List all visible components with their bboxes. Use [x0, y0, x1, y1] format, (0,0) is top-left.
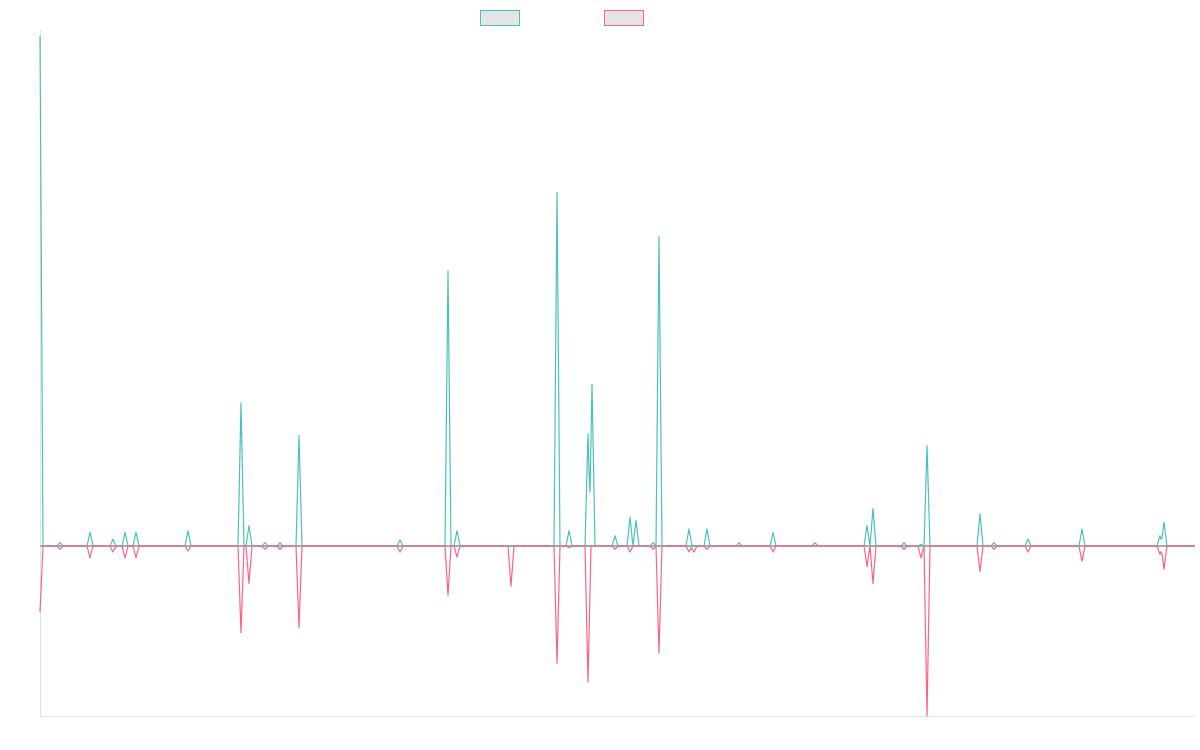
series-1-point-15 [556, 191, 558, 193]
series-2-point-12 [399, 551, 401, 553]
series-1-point-5 [135, 531, 137, 533]
legend-swatch-series-2[interactable] [604, 10, 644, 26]
series-1-point-35 [993, 542, 995, 544]
series-2-point-3 [112, 551, 114, 553]
series-2-point-11 [298, 627, 300, 629]
series-2-point-28 [872, 582, 874, 584]
series-2-point-21 [652, 548, 654, 550]
series-1-point-19 [614, 535, 616, 537]
series-2-point-2 [89, 557, 91, 559]
series-1-point-1 [59, 542, 61, 544]
series-2-point-33 [993, 548, 995, 550]
series-2-point-27 [866, 565, 868, 567]
series-2-point-8 [248, 582, 250, 584]
series-1-point-6 [187, 530, 189, 532]
series-1-point-20 [629, 516, 631, 518]
series-2-point-15 [510, 585, 512, 587]
series-1-point-13 [447, 270, 449, 272]
series-1-point-21 [635, 520, 637, 522]
series-2-point-7 [240, 632, 242, 634]
series-2-point-26 [772, 551, 774, 553]
series-1-point-31 [903, 542, 905, 544]
series-1-point-18 [591, 384, 593, 386]
series-2-point-16 [556, 662, 558, 664]
series-1-point-29 [866, 525, 868, 527]
series-2-point-18 [587, 681, 589, 683]
series-1-point-4 [124, 531, 126, 533]
series-1-point-9 [264, 542, 266, 544]
series-1-point-14 [456, 530, 458, 532]
series-1-line [39, 35, 1195, 547]
series-1-point-36 [1027, 538, 1029, 540]
series-2-point-23 [688, 551, 690, 553]
series-1-point-32 [920, 543, 922, 545]
series-2-point-32 [979, 571, 981, 573]
series-2-point-22 [658, 652, 660, 654]
series-2-point-6 [187, 550, 189, 552]
series-1-point-0 [39, 35, 41, 37]
series-1-point-11 [298, 435, 300, 437]
series-2-point-31 [926, 715, 928, 717]
series-1-point-30 [872, 508, 874, 510]
legend-swatch-series-1[interactable] [480, 10, 520, 26]
series-1-point-22 [652, 542, 654, 544]
series-2-point-35 [1081, 560, 1083, 562]
series-1-point-16 [568, 530, 570, 532]
series-2-point-36 [1159, 554, 1161, 556]
series-1-point-39 [1163, 521, 1165, 523]
series-1-point-25 [706, 528, 708, 530]
series-1-point-8 [248, 525, 250, 527]
series-2-point-0 [39, 611, 41, 613]
series-1-point-17 [587, 433, 589, 435]
series-1-point-7 [240, 402, 242, 404]
series-2-point-29 [903, 548, 905, 550]
series-1-point-2 [89, 531, 91, 533]
series-2-point-30 [920, 557, 922, 559]
series-1-point-12 [399, 539, 401, 541]
series-1-point-24 [688, 528, 690, 530]
series-2-point-19 [614, 548, 616, 550]
series-1-point-3 [112, 538, 114, 540]
series-1-point-34 [979, 513, 981, 515]
series-1-point-28 [814, 542, 816, 544]
series-2-point-24 [693, 551, 695, 553]
series-2-point-10 [279, 548, 281, 550]
series-1-point-10 [279, 542, 281, 544]
series-2-point-20 [629, 551, 631, 553]
series-1-point-27 [772, 531, 774, 533]
series-2-point-1 [59, 548, 61, 550]
series-2-point-37 [1163, 568, 1165, 570]
series-2-point-9 [264, 548, 266, 550]
series-1-point-37 [1081, 528, 1083, 530]
series-2-point-13 [447, 594, 449, 596]
series-2-point-5 [135, 557, 137, 559]
series-2-point-34 [1027, 551, 1029, 553]
series-1-point-26 [738, 542, 740, 544]
series-1-point-38 [1159, 535, 1161, 537]
series-2-point-14 [456, 556, 458, 558]
series-1-point-33 [926, 445, 928, 447]
series-1-point-23 [658, 236, 660, 238]
series-2-point-17 [568, 547, 570, 549]
series-2-point-4 [124, 557, 126, 559]
series-2-point-25 [706, 548, 708, 550]
series-2-line [39, 545, 1195, 717]
